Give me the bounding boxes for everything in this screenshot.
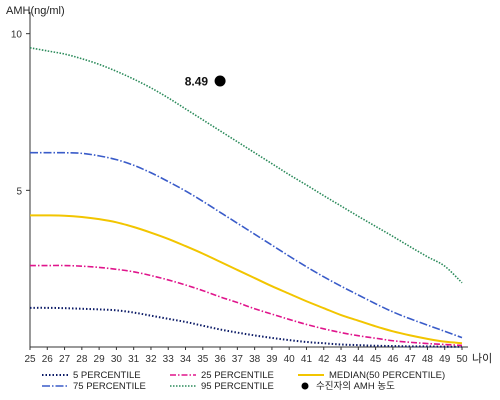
- highlight-layer: 8.49: [185, 74, 226, 88]
- legend-label-25-percentile: 25 PERCENTILE: [201, 370, 274, 381]
- series-line-25-percentile: [30, 264, 463, 347]
- x-tick-label: 27: [59, 354, 71, 365]
- y-tick-label: 5: [16, 186, 22, 197]
- x-tick-label: 43: [335, 354, 347, 365]
- x-tick-label: 50: [456, 354, 468, 365]
- x-tick-label: 47: [405, 354, 417, 365]
- x-tick-label: 46: [387, 354, 399, 365]
- x-tick-label: 40: [284, 354, 296, 365]
- legend: 5 PERCENTILE 25 PERCENTILE MEDIAN(50 PERCE…: [42, 370, 445, 392]
- x-tick-label: 48: [422, 354, 434, 365]
- legend-label-95-percentile: 95 PERCENTILE: [201, 381, 274, 392]
- x-tick-label: 42: [318, 354, 330, 365]
- x-tick-label: 30: [111, 354, 123, 365]
- y-axis-label: AMH(ng/ml): [6, 5, 65, 17]
- x-tick-label: 28: [76, 354, 88, 365]
- x-tick-label: 36: [215, 354, 227, 365]
- series-layer: [29, 46, 463, 348]
- x-tick-label: 31: [128, 354, 140, 365]
- x-tick-label: 44: [353, 354, 365, 365]
- x-tick-label: 45: [370, 354, 382, 365]
- legend-label-5-percentile: 5 PERCENTILE: [73, 370, 141, 381]
- axes: AMH(ng/ml) 5 10 25 26 27 28 29 30 31 32 33 34 35 36 37 3…: [6, 5, 492, 365]
- x-tick-label: 32: [145, 354, 157, 365]
- legend-swatch-highlight: [301, 382, 309, 390]
- series-line-5-percentile: [29, 306, 463, 348]
- highlight-point: [214, 75, 226, 87]
- x-tick-label: 49: [439, 354, 451, 365]
- x-tick-label: 25: [24, 354, 36, 365]
- x-axis-label: 나이: [472, 352, 492, 365]
- y-tick-label: 10: [11, 30, 23, 41]
- x-tick-label: 38: [249, 354, 261, 365]
- x-tick-label: 37: [232, 354, 244, 365]
- series-line-75-percentile: [30, 151, 463, 339]
- legend-label-median-50-percentile: MEDIAN(50 PERCENTILE): [329, 370, 445, 381]
- x-tick-label: 34: [180, 354, 192, 365]
- highlight-value-label: 8.49: [185, 74, 209, 88]
- series-line-95-percentile: [29, 46, 463, 284]
- x-tick-label: 35: [197, 354, 209, 365]
- series-line-median-50-percentile: [29, 214, 463, 345]
- x-tick-label: 26: [42, 354, 54, 365]
- legend-label-highlight: 수진자의 AMH 농도: [316, 381, 395, 392]
- x-tick-label: 29: [94, 354, 106, 365]
- legend-label-75-percentile: 75 PERCENTILE: [73, 381, 146, 392]
- x-tick-label: 33: [163, 354, 175, 365]
- x-tick-label: 41: [301, 354, 313, 365]
- x-tick-label: 39: [266, 354, 278, 365]
